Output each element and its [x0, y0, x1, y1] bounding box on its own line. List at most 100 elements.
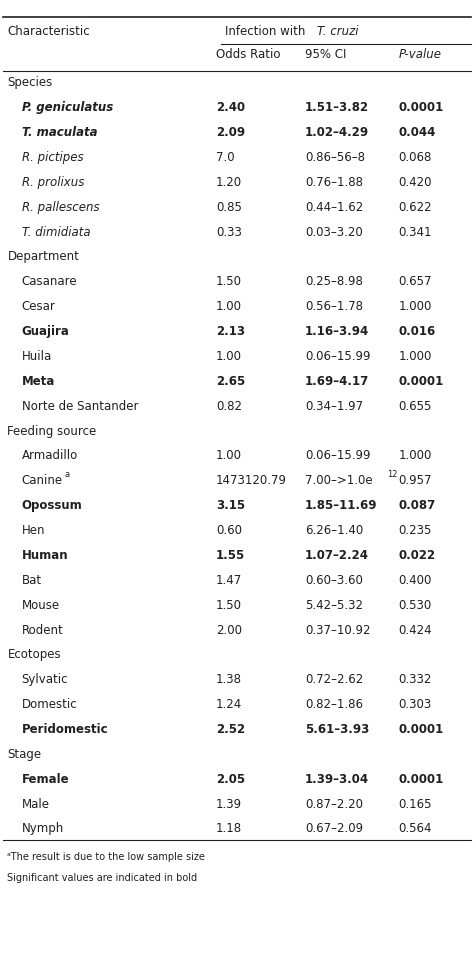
Text: 0.0001: 0.0001	[399, 772, 444, 785]
Text: T. maculata: T. maculata	[21, 126, 97, 139]
Text: 0.530: 0.530	[399, 598, 432, 611]
Text: Stage: Stage	[8, 747, 42, 760]
Text: 0.165: 0.165	[399, 797, 432, 810]
Text: Rodent: Rodent	[21, 623, 63, 636]
Text: Ecotopes: Ecotopes	[8, 648, 61, 661]
Text: 2.05: 2.05	[216, 772, 245, 785]
Text: 7.00–>1.0e: 7.00–>1.0e	[305, 474, 373, 487]
Text: Infection with: Infection with	[225, 25, 310, 37]
Text: 0.0001: 0.0001	[399, 375, 444, 387]
Text: 0.622: 0.622	[399, 201, 432, 213]
Text: 6.26–1.40: 6.26–1.40	[305, 524, 363, 536]
Text: 0.424: 0.424	[399, 623, 432, 636]
Text: 0.34–1.97: 0.34–1.97	[305, 399, 363, 412]
Text: 1.00: 1.00	[216, 300, 242, 313]
Text: Casanare: Casanare	[21, 275, 77, 288]
Text: Guajira: Guajira	[21, 325, 69, 337]
Text: ᵃThe result is due to the low sample size: ᵃThe result is due to the low sample siz…	[8, 851, 205, 861]
Text: Human: Human	[21, 549, 68, 561]
Text: 0.332: 0.332	[399, 673, 432, 685]
Text: Hen: Hen	[21, 524, 45, 536]
Text: 0.235: 0.235	[399, 524, 432, 536]
Text: 0.341: 0.341	[399, 226, 432, 238]
Text: 0.655: 0.655	[399, 399, 432, 412]
Text: 0.564: 0.564	[399, 822, 432, 834]
Text: 1.000: 1.000	[399, 449, 432, 462]
Text: 0.420: 0.420	[399, 176, 432, 188]
Text: Peridomestic: Peridomestic	[21, 723, 108, 735]
Text: 1.00: 1.00	[216, 350, 242, 362]
Text: 12: 12	[387, 470, 397, 479]
Text: Armadillo: Armadillo	[21, 449, 78, 462]
Text: 1.24: 1.24	[216, 698, 242, 710]
Text: P-value: P-value	[399, 48, 442, 61]
Text: Characteristic: Characteristic	[8, 25, 90, 37]
Text: 0.0001: 0.0001	[399, 101, 444, 114]
Text: 1.02–4.29: 1.02–4.29	[305, 126, 369, 139]
Text: 1.07–2.24: 1.07–2.24	[305, 549, 369, 561]
Text: 1.50: 1.50	[216, 275, 242, 288]
Text: Domestic: Domestic	[21, 698, 77, 710]
Text: 5.61–3.93: 5.61–3.93	[305, 723, 369, 735]
Text: 1.00: 1.00	[216, 449, 242, 462]
Text: 0.25–8.98: 0.25–8.98	[305, 275, 363, 288]
Text: 0.06–15.99: 0.06–15.99	[305, 350, 370, 362]
Text: 5.42–5.32: 5.42–5.32	[305, 598, 363, 611]
Text: R. prolixus: R. prolixus	[21, 176, 84, 188]
Text: 1.39–3.04: 1.39–3.04	[305, 772, 369, 785]
Text: 1.51–3.82: 1.51–3.82	[305, 101, 369, 114]
Text: R. pictipes: R. pictipes	[21, 151, 83, 164]
Text: 95% CI: 95% CI	[305, 48, 346, 61]
Text: 0.82: 0.82	[216, 399, 242, 412]
Text: Mouse: Mouse	[21, 598, 60, 611]
Text: 1.85–11.69: 1.85–11.69	[305, 499, 377, 511]
Text: 0.85: 0.85	[216, 201, 242, 213]
Text: Canine: Canine	[21, 474, 63, 487]
Text: 1.20: 1.20	[216, 176, 242, 188]
Text: 1.69–4.17: 1.69–4.17	[305, 375, 369, 387]
Text: 0.303: 0.303	[399, 698, 432, 710]
Text: 1473120.79: 1473120.79	[216, 474, 287, 487]
Text: 0.0001: 0.0001	[399, 723, 444, 735]
Text: 2.52: 2.52	[216, 723, 245, 735]
Text: Nymph: Nymph	[21, 822, 64, 834]
Text: 0.86–56–8: 0.86–56–8	[305, 151, 365, 164]
Text: Huila: Huila	[21, 350, 52, 362]
Text: 0.87–2.20: 0.87–2.20	[305, 797, 363, 810]
Text: T. dimidiata: T. dimidiata	[21, 226, 90, 238]
Text: 3.15: 3.15	[216, 499, 245, 511]
Text: 0.068: 0.068	[399, 151, 432, 164]
Text: R. pallescens: R. pallescens	[21, 201, 99, 213]
Text: 0.76–1.88: 0.76–1.88	[305, 176, 363, 188]
Text: 0.60: 0.60	[216, 524, 242, 536]
Text: Cesar: Cesar	[21, 300, 55, 313]
Text: 0.37–10.92: 0.37–10.92	[305, 623, 370, 636]
Text: 1.000: 1.000	[399, 350, 432, 362]
Text: 0.56–1.78: 0.56–1.78	[305, 300, 363, 313]
Text: 1.50: 1.50	[216, 598, 242, 611]
Text: 7.0: 7.0	[216, 151, 235, 164]
Text: 0.67–2.09: 0.67–2.09	[305, 822, 363, 834]
Text: Female: Female	[21, 772, 69, 785]
Text: Norte de Santander: Norte de Santander	[21, 399, 138, 412]
Text: 2.65: 2.65	[216, 375, 245, 387]
Text: 0.03–3.20: 0.03–3.20	[305, 226, 363, 238]
Text: 0.016: 0.016	[399, 325, 436, 337]
Text: 2.00: 2.00	[216, 623, 242, 636]
Text: 0.82–1.86: 0.82–1.86	[305, 698, 363, 710]
Text: Male: Male	[21, 797, 49, 810]
Text: 0.087: 0.087	[399, 499, 436, 511]
Text: Feeding source: Feeding source	[8, 424, 97, 437]
Text: 0.33: 0.33	[216, 226, 242, 238]
Text: 0.400: 0.400	[399, 573, 432, 586]
Text: P. geniculatus: P. geniculatus	[21, 101, 113, 114]
Text: 0.044: 0.044	[399, 126, 436, 139]
Text: 1.55: 1.55	[216, 549, 245, 561]
Text: 1.38: 1.38	[216, 673, 242, 685]
Text: Opossum: Opossum	[21, 499, 82, 511]
Text: a: a	[64, 470, 70, 479]
Text: 0.022: 0.022	[399, 549, 436, 561]
Text: 0.957: 0.957	[399, 474, 432, 487]
Text: Species: Species	[8, 76, 53, 89]
Text: 2.09: 2.09	[216, 126, 245, 139]
